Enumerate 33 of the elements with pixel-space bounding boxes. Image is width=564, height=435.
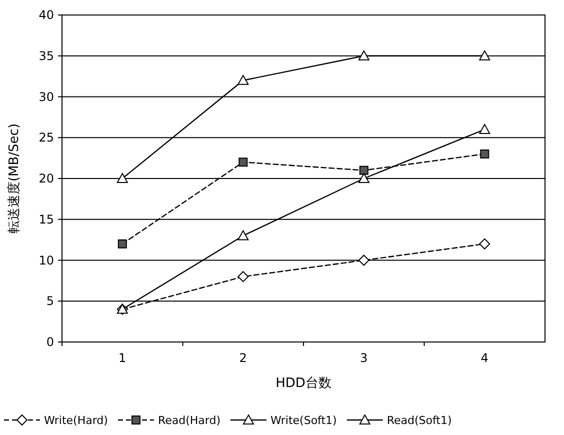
- point: [359, 166, 368, 175]
- legend-label: Read(Soft1): [386, 414, 452, 427]
- y-tick-label: 35: [38, 48, 54, 63]
- legend-label: Write(Hard): [44, 414, 108, 427]
- x-tick-label: 2: [239, 351, 247, 365]
- legend-label: Write(Soft1): [270, 414, 337, 427]
- point: [118, 239, 127, 248]
- point: [238, 230, 249, 240]
- point: [479, 50, 490, 60]
- point: [479, 124, 490, 134]
- y-axis-title: 転送速度(MB/Sec): [6, 123, 22, 234]
- x-tick-label: 3: [360, 351, 368, 365]
- y-tick-label: 0: [46, 335, 54, 349]
- point: [358, 254, 370, 266]
- point: [480, 149, 490, 158]
- point: [358, 50, 370, 60]
- point: [358, 173, 370, 183]
- point: [479, 238, 490, 250]
- point: [238, 271, 249, 282]
- y-tick-label: 10: [38, 253, 54, 268]
- x-tick-label: 1: [118, 351, 126, 365]
- y-tick-label: 5: [46, 294, 54, 308]
- x-tick-label: 4: [480, 351, 488, 365]
- y-tick-label: 30: [38, 90, 54, 104]
- y-tick-label: 15: [38, 212, 54, 226]
- x-axis-title: HDD台数: [276, 376, 332, 391]
- legend-label: Read(Hard): [158, 414, 220, 427]
- y-tick-label: 20: [38, 172, 54, 186]
- point: [238, 74, 249, 85]
- point: [238, 158, 248, 167]
- y-tick-label: 25: [38, 130, 54, 145]
- y-tick-label: 40: [38, 8, 54, 22]
- point: [116, 173, 128, 183]
